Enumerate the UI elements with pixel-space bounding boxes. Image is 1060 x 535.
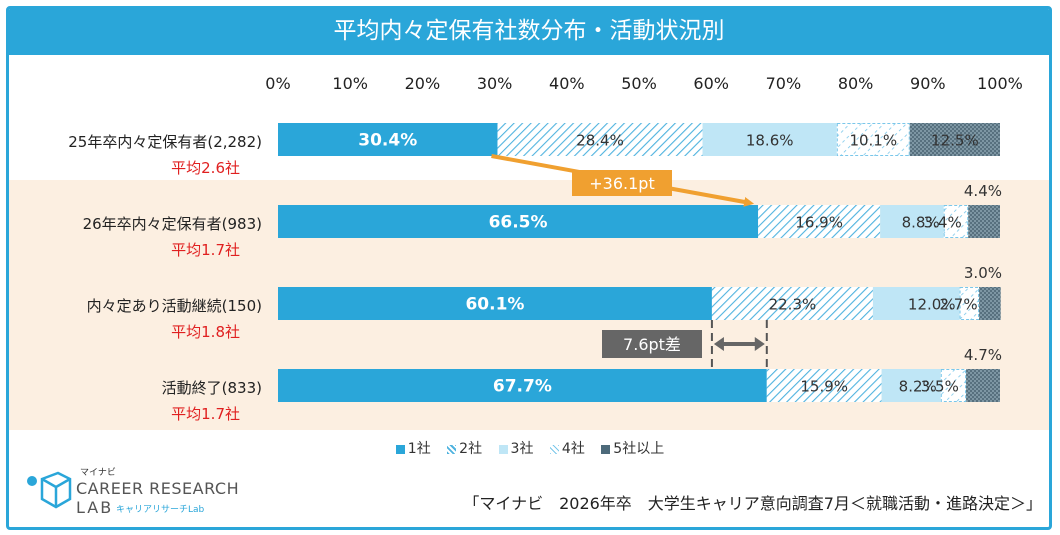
data-label: 2.7%	[940, 296, 978, 314]
row-average: 平均1.7社	[171, 405, 240, 423]
cube-logo-icon	[27, 471, 72, 509]
x-tick-label: 80%	[837, 74, 874, 93]
light-square-icon	[498, 444, 508, 454]
bar-segment-5plus	[979, 287, 1001, 320]
legend-item: 5社以上	[601, 438, 664, 458]
legend-label: 3社	[510, 441, 534, 457]
logo-line2: LAB	[76, 498, 114, 517]
source-note: 「マイナビ 2026年卒 大学生キャリア意向調査7月＜就職活動・進路決定＞」	[463, 494, 1042, 513]
legend-item: 2社	[447, 438, 482, 458]
bar-segment-3	[881, 369, 941, 402]
bar-segment-4-border	[940, 369, 967, 402]
bar-segment-4-border	[836, 123, 910, 156]
legend-item: 1社	[395, 438, 431, 458]
data-label: 15.9%	[800, 378, 848, 396]
arrow-left-head	[713, 337, 724, 351]
bar-segment-3	[872, 287, 960, 320]
row-average: 平均1.7社	[171, 241, 240, 259]
logo-subtitle: キャリアリサーチLab	[116, 505, 205, 515]
data-label: 66.5%	[489, 213, 548, 233]
x-tick-label: 40%	[549, 74, 585, 93]
gap-callout-box	[602, 330, 702, 358]
data-label: 3.0%	[964, 264, 1002, 282]
x-tick-label: 70%	[765, 74, 802, 93]
bar-segment-2	[766, 369, 882, 402]
bar-segment-4	[836, 123, 910, 156]
dotted-square-icon	[601, 444, 611, 454]
row-average: 平均2.6社	[171, 159, 240, 177]
increase-callout-label: +36.1pt	[589, 174, 654, 193]
data-label: 3.4%	[924, 214, 962, 232]
data-label: 60.1%	[465, 295, 524, 315]
chart-title: 平均内々定保有社数分布・活動状況別	[9, 9, 1049, 55]
x-tick-label: 30%	[476, 74, 513, 93]
bar-segment-2	[497, 123, 703, 156]
data-label: 28.4%	[576, 132, 624, 150]
bar-segment-5plus	[968, 205, 1000, 238]
data-label: 16.9%	[795, 214, 843, 232]
row-average: 平均1.8社	[171, 323, 240, 341]
row-label: 内々定あり活動継続(150)	[86, 297, 262, 315]
bar-segment-1	[278, 123, 498, 156]
logo-brand: マイナビ	[80, 468, 116, 478]
data-label: 30.4%	[358, 131, 417, 151]
x-tick-label: 50%	[621, 74, 657, 93]
data-label: 3.5%	[921, 378, 959, 396]
legend-item: 4社	[549, 438, 585, 458]
data-label: 67.7%	[493, 377, 552, 397]
data-label: 8.2%	[899, 378, 937, 396]
data-label: 4.4%	[964, 182, 1002, 200]
bar-segment-1	[278, 287, 712, 320]
bar-segment-1	[278, 205, 759, 238]
data-label: 12.0%	[908, 296, 956, 314]
x-tick-label: 100%	[977, 74, 1023, 93]
gap-callout-label: 7.6pt差	[623, 335, 681, 354]
x-tick-label: 90%	[910, 74, 946, 93]
legend-label: 4社	[561, 441, 585, 457]
data-label: 12.5%	[931, 132, 979, 150]
bar-segment-2	[758, 205, 881, 238]
bar-segment-4	[943, 205, 969, 238]
bar-segment-4	[940, 369, 967, 402]
solid-square-icon	[395, 444, 405, 454]
bar-segment-4-border	[943, 205, 969, 238]
bar-segment-3	[702, 123, 837, 156]
legend: 1社 2社 3社 4社 5社以上	[0, 438, 1060, 458]
data-label: 4.7%	[964, 346, 1002, 364]
legend-label: 5社以上	[613, 441, 665, 457]
data-label: 18.6%	[746, 132, 794, 150]
bar-segment-5plus	[909, 123, 1000, 156]
legend-label: 2社	[459, 441, 483, 457]
data-label: 8.8%	[902, 214, 940, 232]
bar-segment-1	[278, 369, 767, 402]
bar-segment-2	[711, 287, 873, 320]
legend-item: 3社	[498, 438, 534, 458]
bar-segment-3	[880, 205, 944, 238]
x-tick-label: 0%	[265, 74, 291, 93]
legend-label: 1社	[407, 441, 431, 457]
x-tick-label: 60%	[693, 74, 729, 93]
bar-segment-5plus	[966, 369, 1000, 402]
x-tick-label: 20%	[404, 74, 441, 93]
row-label: 活動終了(833)	[161, 379, 262, 397]
arrow-right-head	[754, 337, 765, 351]
career-research-lab-logo: マイナビ CAREER RESEARCH LAB キャリアリサーチLab	[20, 465, 240, 520]
x-tick-label: 10%	[332, 74, 368, 93]
logo-line1: CAREER RESEARCH	[76, 479, 240, 498]
row-label: 25年卒内々定保有者(2,282)	[68, 133, 262, 151]
row-label: 26年卒内々定保有者(983)	[82, 215, 262, 233]
data-label: 10.1%	[849, 132, 897, 150]
bar-segment-4	[959, 287, 980, 320]
hatched-square-icon	[447, 444, 457, 454]
increase-callout-box	[572, 170, 672, 196]
data-label: 22.3%	[769, 296, 817, 314]
chart-frame: 平均内々定保有社数分布・活動状況別	[6, 6, 1052, 530]
dashed-square-icon	[549, 444, 559, 454]
